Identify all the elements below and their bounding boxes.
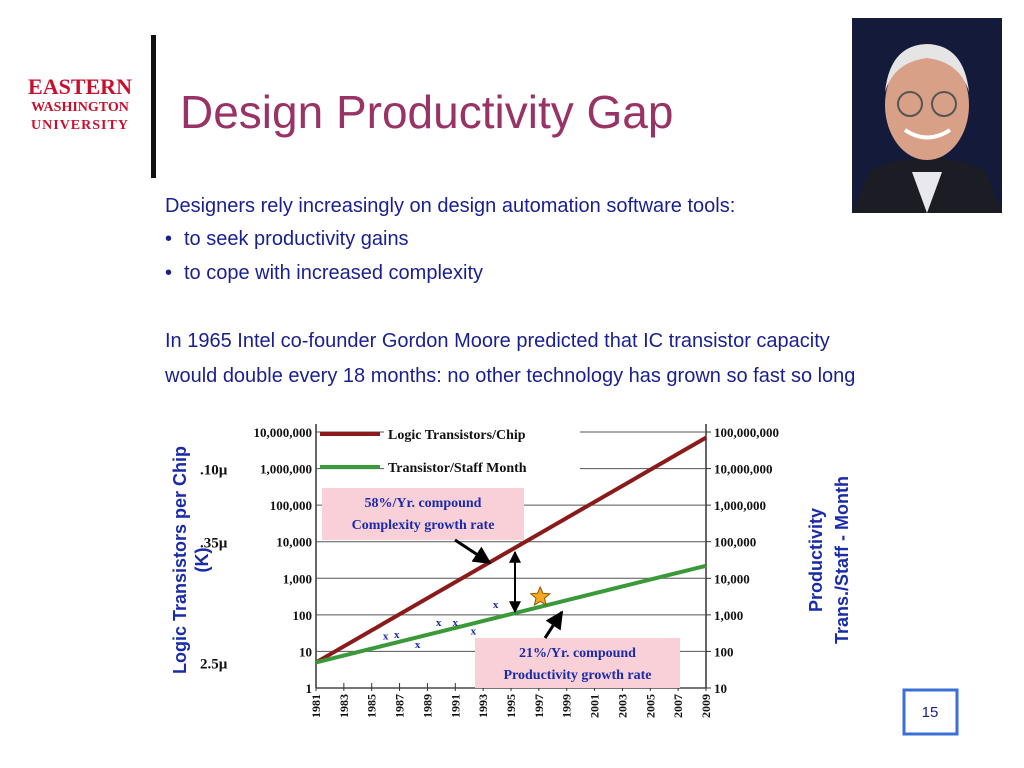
line-series [315, 563, 707, 665]
x-tick-label: 1989 [420, 694, 434, 718]
x-tick-label: 2003 [615, 694, 629, 718]
y2-tick-label: 10 [714, 681, 727, 696]
x-tick-label: 1983 [337, 694, 351, 718]
x-tick-label: 1991 [448, 694, 462, 718]
logo-line: EASTERN [28, 74, 132, 99]
y2-tick-label: 10,000,000 [714, 462, 773, 477]
portrait [852, 18, 1002, 213]
bullet-dot: • [165, 262, 172, 284]
y-axis-label: (K) [192, 548, 212, 573]
annotation-box [475, 638, 680, 688]
data-point: x [394, 629, 400, 641]
arrow [454, 538, 492, 565]
y-axis-label: Logic Transistors per Chip [170, 446, 190, 674]
data-point: x [383, 631, 389, 643]
feature-size: .10µ [200, 463, 228, 479]
paragraph-line: would double every 18 months: no other t… [164, 365, 855, 387]
y-tick-label: 100 [293, 608, 313, 623]
feature-size: .35µ [200, 536, 228, 552]
x-tick-label: 1987 [393, 694, 407, 718]
logo-line: UNIVERSITY [31, 118, 129, 133]
annotation-text: 58%/Yr. compound [365, 496, 482, 511]
y2-tick-label: 1,000 [714, 608, 743, 623]
data-point: x [415, 639, 421, 651]
y-tick-label: 1,000,000 [260, 462, 312, 477]
x-tick-label: 1985 [365, 694, 379, 718]
annotation-text: Complexity growth rate [352, 518, 495, 533]
divider [151, 35, 156, 178]
annotation-text: Productivity growth rate [503, 668, 651, 683]
logo-line: WASHINGTON [31, 100, 129, 115]
y-tick-label: 1 [306, 681, 313, 696]
y-tick-label: 10,000,000 [254, 425, 313, 440]
data-point: x [471, 626, 477, 638]
paragraph-line: In 1965 Intel co-founder Gordon Moore pr… [165, 330, 830, 352]
y2-tick-label: 10,000 [714, 571, 750, 586]
y-tick-label: 100,000 [270, 498, 312, 513]
page-number-box [902, 688, 959, 736]
bullet: to seek productivity gains [184, 228, 409, 250]
y2-tick-label: 100,000 [714, 535, 756, 550]
legend-bg [384, 424, 580, 444]
y2-axis-label: Productivity [806, 508, 826, 612]
x-tick-label: 2001 [588, 694, 602, 718]
y-tick-label: 10 [299, 644, 312, 659]
star-marker [529, 585, 552, 607]
bullet-dot: • [165, 228, 172, 250]
data-point: x [493, 599, 499, 611]
x-tick-label: 1993 [476, 694, 490, 718]
y2-tick-label: 100,000,000 [714, 425, 779, 440]
x-tick-label: 1981 [309, 694, 323, 718]
y2-axis-label: Trans./Staff - Month [832, 476, 852, 644]
data-point: x [453, 617, 459, 629]
line-series [315, 435, 707, 665]
slide-title: Design Productivity Gap [180, 86, 673, 138]
annotation-box [322, 488, 524, 540]
annotation-text: 21%/Yr. compound [519, 646, 636, 661]
y2-tick-label: 1,000,000 [714, 498, 766, 513]
x-tick-label: 1995 [504, 694, 518, 718]
x-tick-label: 1999 [560, 694, 574, 718]
y2-tick-label: 100 [714, 644, 734, 659]
legend-bg [384, 457, 580, 477]
feature-size: 2.5µ [200, 656, 228, 672]
x-tick-label: 2009 [699, 694, 713, 718]
bullet: to cope with increased complexity [184, 262, 483, 284]
chart: 10,000,000 1,000,000 100,000 10,000 1,000 100… [170, 424, 852, 718]
page-number: 15 [922, 704, 939, 721]
x-tick-label: 2007 [671, 694, 685, 718]
legend-label: Transistor/Staff Month [388, 461, 527, 476]
arrow [543, 610, 564, 639]
x-tick-label: 1997 [532, 694, 546, 718]
data-point: x [436, 617, 442, 629]
x-tick-label: 2005 [643, 694, 657, 718]
intro: Designers rely increasingly on design au… [165, 195, 735, 217]
legend-label: Logic Transistors/Chip [388, 428, 526, 443]
y-tick-label: 10,000 [276, 535, 312, 550]
y-tick-label: 1,000 [283, 571, 312, 586]
